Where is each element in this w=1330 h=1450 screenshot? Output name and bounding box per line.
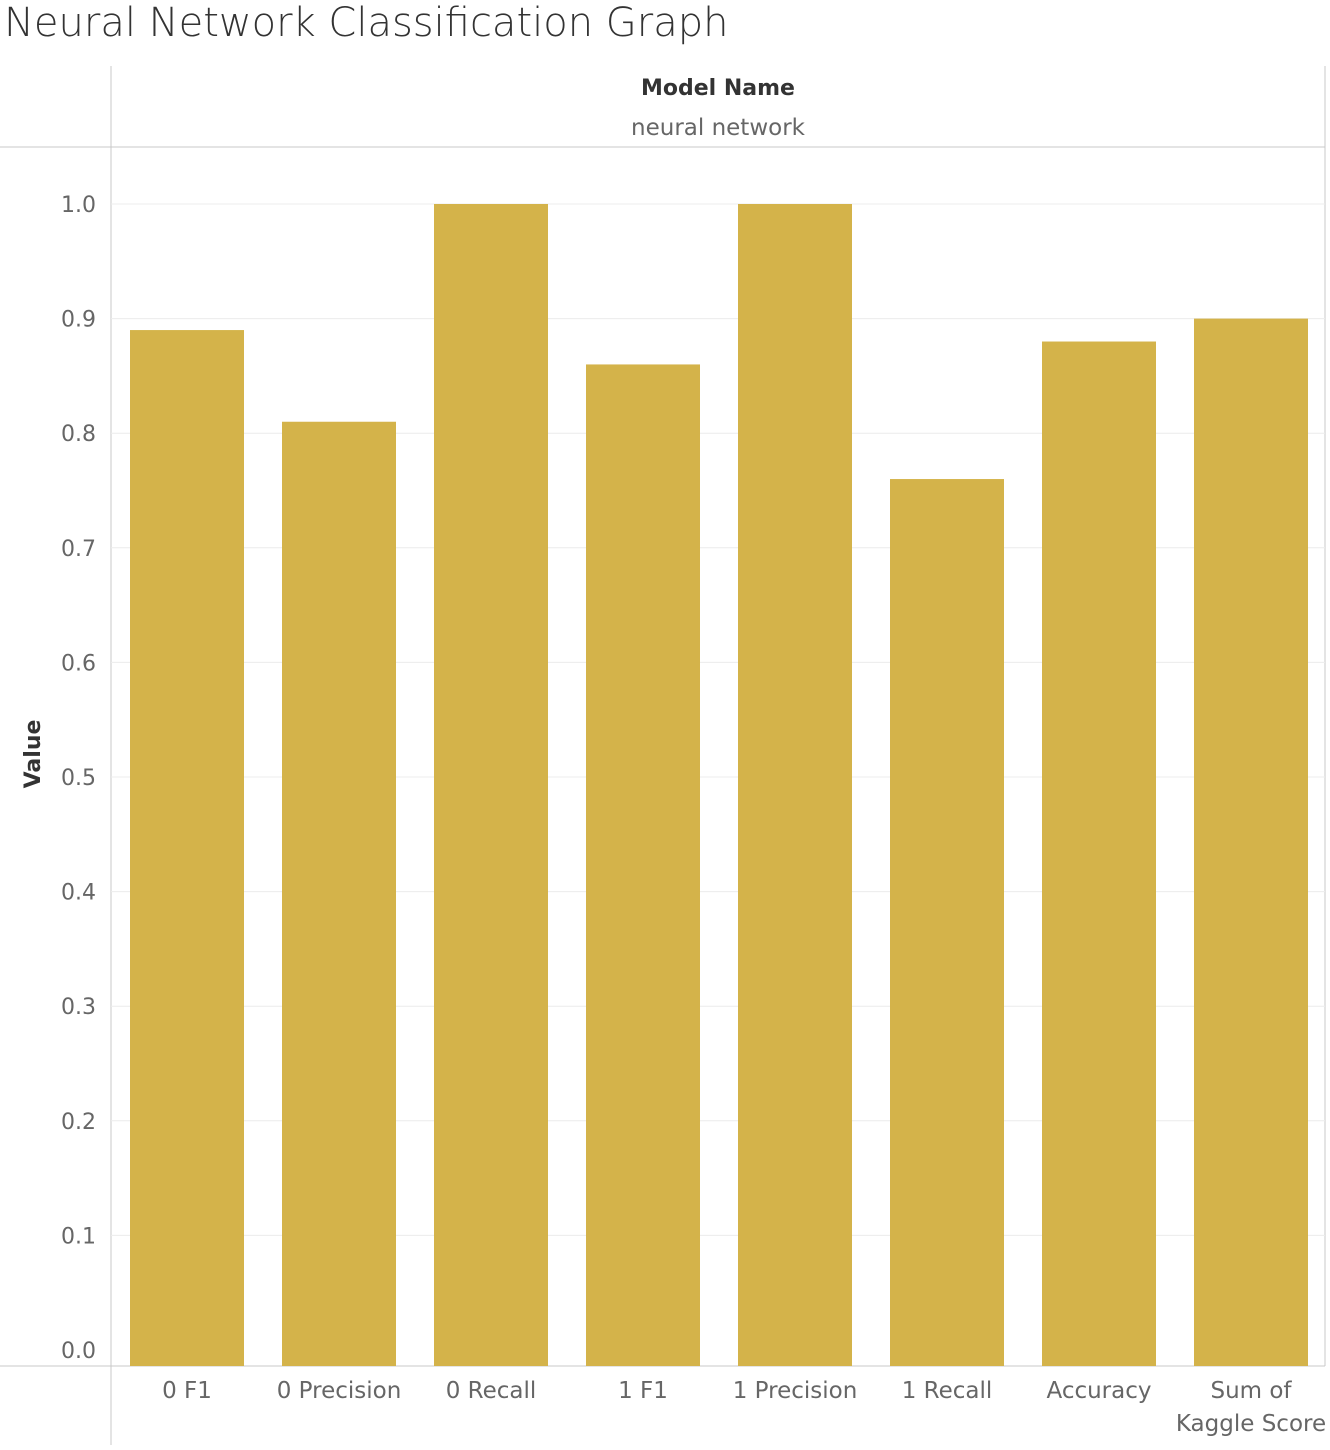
y-tick-label: 0.0 — [61, 1339, 96, 1364]
y-tick-label: 0.6 — [61, 651, 96, 676]
bar — [890, 479, 1004, 1366]
x-category-label: 1 Precision — [733, 1378, 858, 1404]
bar — [1042, 341, 1156, 1366]
header-title: Model Name — [641, 76, 795, 101]
bar — [738, 204, 852, 1366]
y-tick-label: 0.9 — [61, 308, 96, 333]
bar — [586, 364, 700, 1366]
header-value: neural network — [631, 115, 806, 141]
y-tick-label: 0.4 — [61, 881, 96, 906]
bar — [434, 204, 548, 1366]
y-tick-label: 1.0 — [61, 193, 96, 218]
x-category-label: 0 F1 — [162, 1378, 212, 1404]
x-category-label: 1 Recall — [902, 1378, 993, 1404]
x-category-label: Sum of Kaggle Score — [1176, 1378, 1326, 1437]
y-tick-label: 0.1 — [61, 1224, 96, 1249]
chart-title: Neural Network Classification Graph — [4, 0, 729, 46]
y-axis-label: Value — [21, 720, 46, 789]
bar — [1194, 318, 1308, 1367]
bar — [130, 330, 244, 1366]
bars — [130, 204, 1308, 1367]
y-tick-label: 0.2 — [61, 1110, 96, 1135]
y-tick-label: 0.8 — [61, 422, 96, 447]
y-axis-ticks: 0.0 0.1 0.2 0.3 0.4 0.5 0.6 0.7 0.8 0.9 1.0 — [61, 193, 96, 1364]
y-tick-label: 0.7 — [61, 537, 96, 562]
x-category-label: Accuracy — [1046, 1378, 1151, 1404]
x-category-label: 0 Precision — [277, 1378, 402, 1404]
x-category-label: 0 Recall — [446, 1378, 537, 1404]
x-category-label: 1 F1 — [618, 1378, 668, 1404]
x-axis-categories: 0 F1 0 Precision 0 Recall 1 F1 1 Precision 1 … — [162, 1378, 1326, 1437]
y-tick-label: 0.3 — [61, 995, 96, 1020]
y-tick-label: 0.5 — [61, 766, 96, 791]
bar — [282, 421, 396, 1366]
